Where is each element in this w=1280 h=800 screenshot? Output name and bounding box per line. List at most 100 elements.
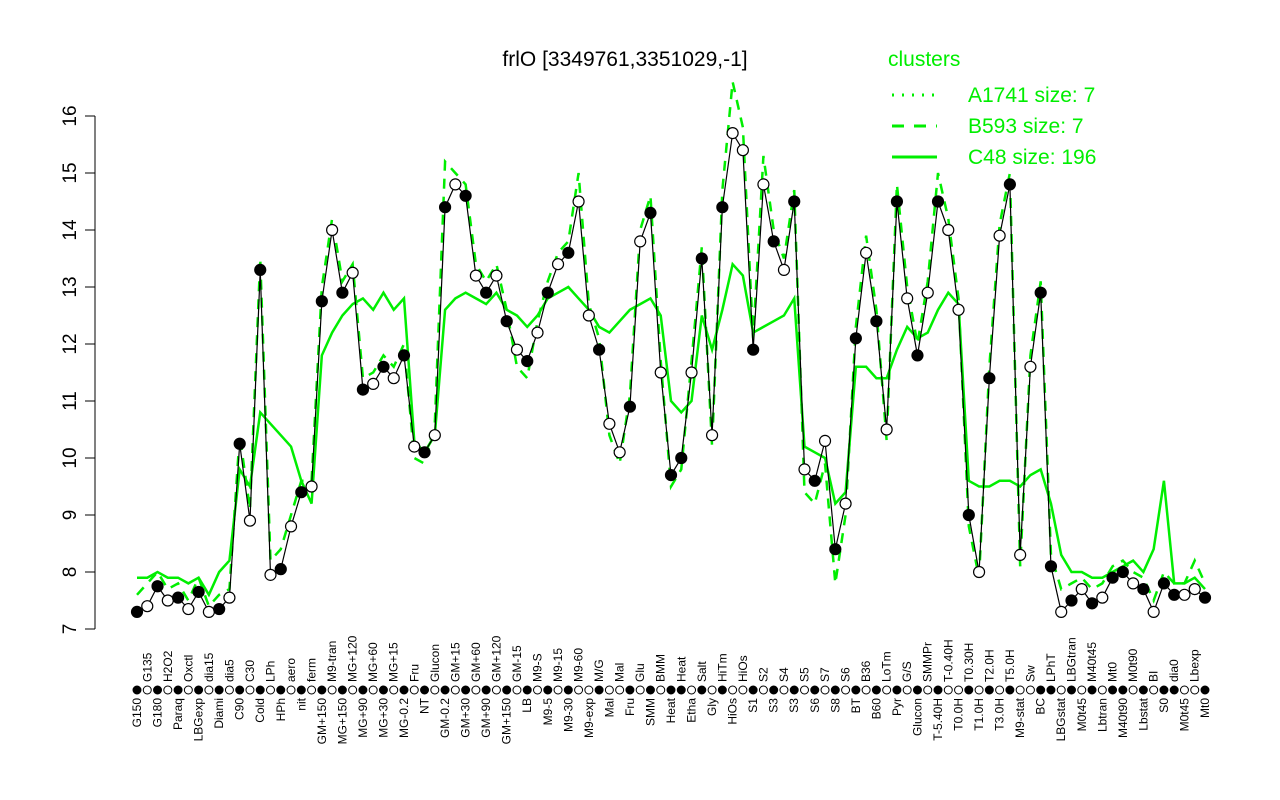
series-line-c48 bbox=[137, 261, 1206, 598]
legend-label-b593: B593 size: 7 bbox=[968, 115, 1084, 138]
x-axis-marker bbox=[1036, 685, 1046, 695]
x-tick-label: Mal bbox=[613, 663, 627, 682]
x-axis-marker bbox=[717, 685, 727, 695]
x-axis-marker bbox=[728, 685, 738, 695]
data-point bbox=[582, 309, 595, 322]
data-point bbox=[1116, 565, 1129, 579]
x-tick-label: Mt0 bbox=[1198, 698, 1212, 718]
x-tick-label: Lbexp bbox=[1188, 649, 1202, 682]
data-point bbox=[644, 206, 657, 219]
x-tick-label: M9-15 bbox=[551, 648, 565, 682]
x-axis-marker bbox=[687, 685, 697, 695]
x-axis-marker bbox=[522, 685, 532, 695]
x-tick-label: ferm bbox=[305, 658, 319, 682]
x-tick-label: GM+90 bbox=[479, 698, 493, 738]
data-point bbox=[1034, 286, 1047, 299]
data-point bbox=[1137, 582, 1150, 596]
x-tick-label: M40t90 bbox=[1116, 698, 1130, 738]
x-axis-marker bbox=[235, 685, 245, 695]
data-point bbox=[243, 514, 257, 527]
x-axis-marker bbox=[183, 685, 193, 695]
data-point bbox=[1055, 605, 1068, 619]
x-tick-label: BC bbox=[1034, 698, 1048, 715]
data-point bbox=[1147, 605, 1160, 619]
data-point bbox=[654, 366, 667, 379]
x-axis-marker bbox=[1025, 685, 1035, 695]
x-tick-label: M9-tran bbox=[325, 641, 339, 682]
x-tick-label: B36 bbox=[859, 660, 873, 682]
x-axis-marker bbox=[553, 685, 563, 695]
x-tick-label: Fru bbox=[623, 698, 637, 716]
x-tick-label: T-0.40H bbox=[941, 639, 955, 682]
data-point bbox=[1178, 588, 1191, 601]
data-point bbox=[911, 349, 924, 362]
x-axis-marker bbox=[1200, 685, 1210, 695]
x-tick-label: S2 bbox=[756, 667, 770, 682]
y-tick-label: 7 bbox=[60, 624, 81, 635]
data-point bbox=[1014, 548, 1027, 562]
y-axis: 7 8 9 10 11 12 13 14 15 16 bbox=[60, 105, 96, 635]
x-axis-marker bbox=[358, 685, 368, 695]
legend-title: clusters bbox=[888, 48, 960, 71]
x-axis-marker bbox=[276, 685, 286, 695]
x-tick-label: HPh bbox=[274, 698, 288, 721]
data-point bbox=[972, 565, 986, 579]
x-tick-label: GM+150 bbox=[315, 698, 329, 745]
data-point bbox=[346, 266, 359, 279]
x-axis-marker bbox=[194, 685, 204, 695]
x-axis-marker bbox=[409, 685, 419, 695]
data-point bbox=[747, 343, 760, 356]
x-axis-marker bbox=[1097, 685, 1107, 695]
x-tick-label: Lbtran bbox=[1095, 698, 1109, 732]
data-point bbox=[202, 605, 215, 619]
x-tick-label: SMM bbox=[643, 698, 657, 726]
x-axis-marker bbox=[471, 685, 481, 695]
data-point bbox=[141, 600, 154, 613]
x-axis-marker bbox=[1046, 685, 1056, 695]
data-point bbox=[1168, 588, 1181, 601]
x-axis-marker bbox=[830, 685, 840, 695]
x-axis-marker bbox=[645, 685, 655, 695]
x-axis-marker bbox=[625, 685, 635, 695]
legend-label-a1741: A1741 size: 7 bbox=[968, 84, 1095, 107]
data-point bbox=[315, 295, 328, 308]
x-axis-marker bbox=[1190, 685, 1200, 695]
x-axis-marker bbox=[491, 685, 501, 695]
x-tick-label: LBGtran bbox=[1065, 637, 1079, 682]
data-point bbox=[921, 286, 934, 299]
data-point bbox=[254, 263, 267, 276]
data-point bbox=[829, 543, 842, 556]
data-point bbox=[1024, 360, 1037, 373]
x-tick-label: S1 bbox=[746, 698, 760, 713]
x-tick-label: T3.0H bbox=[993, 698, 1007, 731]
x-axis-marker bbox=[1169, 685, 1179, 695]
x-tick-label: MG+15 bbox=[387, 642, 401, 682]
data-point bbox=[1096, 591, 1109, 604]
x-tick-label: B60 bbox=[869, 698, 883, 720]
x-tick-label: T1.0H bbox=[972, 698, 986, 731]
x-tick-label: Mt0 bbox=[1106, 662, 1120, 682]
x-tick-label: GM+30 bbox=[459, 698, 473, 738]
x-tick-label: M9-S bbox=[531, 653, 545, 682]
x-axis-marker bbox=[153, 685, 163, 695]
y-tick-label: 10 bbox=[60, 447, 81, 468]
x-tick-label: M9-60 bbox=[572, 648, 586, 682]
data-point bbox=[726, 127, 739, 140]
data-point bbox=[788, 195, 801, 208]
data-point bbox=[993, 229, 1006, 242]
x-axis-marker bbox=[738, 685, 748, 695]
x-axis-marker bbox=[1149, 685, 1159, 695]
y-tick-label: 8 bbox=[60, 567, 81, 578]
x-tick-label: aero bbox=[284, 658, 298, 682]
y-tick-label: 16 bbox=[60, 105, 81, 126]
x-axis-marker bbox=[758, 685, 768, 695]
data-point bbox=[664, 469, 678, 482]
data-point bbox=[1085, 597, 1099, 610]
x-axis-marker bbox=[1128, 685, 1138, 695]
x-tick-label: MG+120 bbox=[346, 635, 360, 682]
x-axis-marker bbox=[543, 685, 553, 695]
data-point bbox=[962, 508, 975, 522]
x-tick-label: S8 bbox=[828, 698, 842, 713]
x-axis-marker bbox=[820, 685, 830, 695]
data-point bbox=[572, 195, 585, 208]
